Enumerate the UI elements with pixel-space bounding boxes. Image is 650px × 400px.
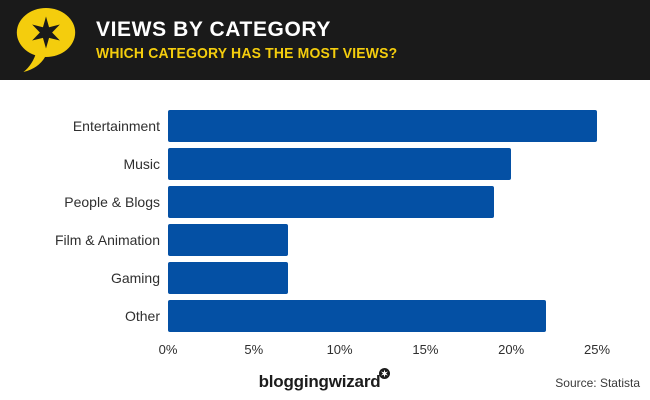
category-label: Entertainment	[72, 118, 160, 134]
bar-film-animation	[168, 224, 289, 256]
x-tick: 5%	[244, 342, 264, 357]
bar-music	[168, 148, 512, 180]
page-title: VIEWS BY CATEGORY	[96, 17, 332, 41]
x-axis: 0% 5% 10% 15% 20% 25%	[159, 342, 610, 358]
circle-star-icon	[379, 366, 391, 384]
footer-brand: bloggingwizard	[0, 368, 650, 392]
header: VIEWS BY CATEGORY WHICH CATEGORY HAS THE…	[0, 0, 650, 80]
bar-track	[168, 224, 597, 256]
page-subtitle: WHICH CATEGORY HAS THE MOST VIEWS?	[96, 45, 398, 63]
category-label: Other	[124, 308, 160, 324]
chart-row: Music	[0, 148, 650, 180]
x-tick: 15%	[412, 342, 439, 357]
category-label: Gaming	[110, 270, 160, 286]
bar-track	[168, 300, 597, 332]
category-label: People & Blogs	[64, 194, 160, 210]
bar-track	[168, 110, 597, 142]
chart-row: Film & Animation	[0, 224, 650, 256]
x-tick: 20%	[498, 342, 525, 357]
header-text: VIEWS BY CATEGORY WHICH CATEGORY HAS THE…	[96, 18, 420, 62]
x-tick: 10%	[326, 342, 353, 357]
bar-entertainment	[168, 110, 597, 142]
x-tick: 0%	[158, 342, 178, 357]
bar-gaming	[168, 262, 289, 294]
category-label: Music	[123, 156, 160, 172]
bar-other	[168, 300, 546, 332]
chart-row: Entertainment	[0, 110, 650, 142]
bar-chart: Entertainment Music People & Blogs Film & A…	[0, 110, 650, 338]
x-tick: 25%	[583, 342, 611, 357]
chart-rows: Entertainment Music People & Blogs Film & A…	[0, 110, 650, 332]
bar-track	[168, 262, 597, 294]
bar-people-blogs	[168, 186, 495, 218]
chart-row: People & Blogs	[0, 186, 650, 218]
bar-track	[168, 186, 597, 218]
bar-track	[168, 148, 597, 180]
category-label: Film & Animation	[54, 232, 160, 248]
chart-row: Other	[0, 300, 650, 332]
brand-wordmark: bloggingwizard	[258, 372, 381, 391]
chart-row: Gaming	[0, 262, 650, 294]
speech-bubble-star-logo-icon	[16, 8, 76, 73]
source-credit: Source: Statista	[555, 376, 640, 390]
